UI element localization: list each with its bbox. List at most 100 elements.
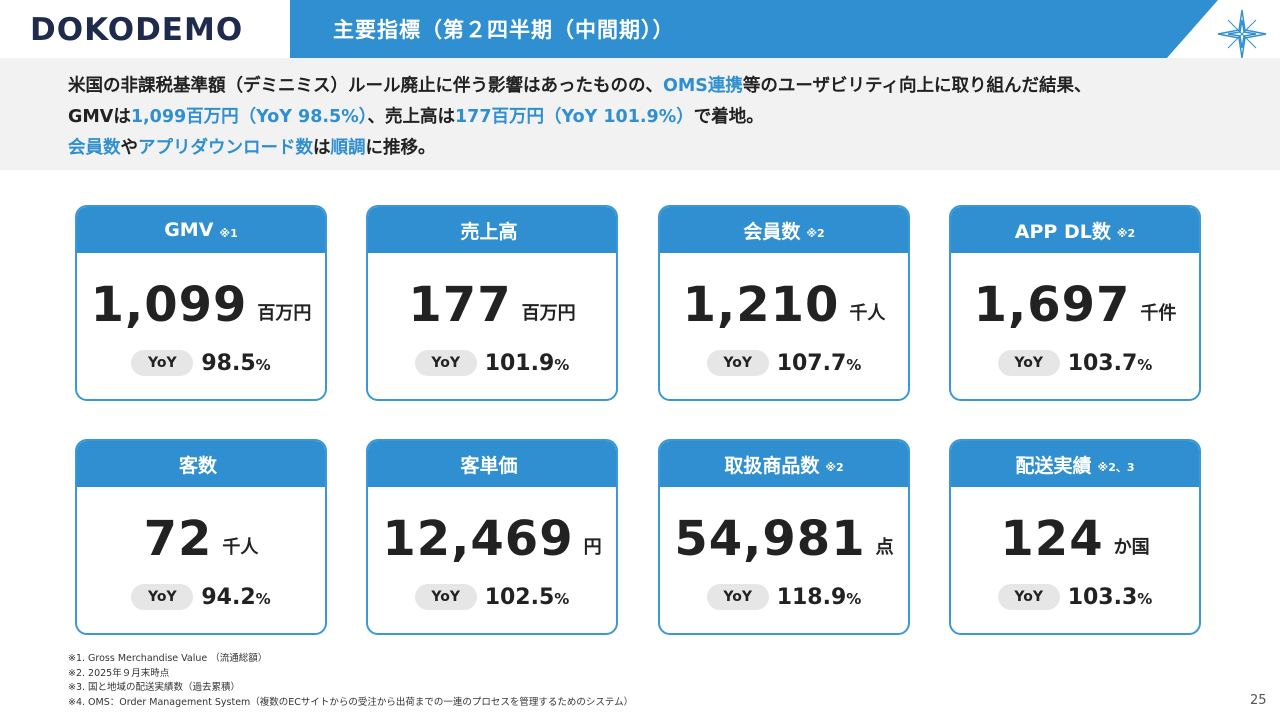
star-compass-icon — [1217, 9, 1267, 59]
kpi-note: ※1 — [219, 226, 238, 240]
company-logo: DOKODEMO — [30, 12, 244, 48]
kpi-yoy-row: YoY 101.9% — [368, 333, 616, 393]
kpi-value: 1,697 — [973, 277, 1131, 333]
kpi-value: 177 — [408, 277, 512, 333]
yoy-percent: % — [255, 355, 271, 374]
yoy-number: 94.2 — [201, 584, 256, 610]
summary-band — [0, 58, 1280, 170]
yoy-percent: % — [846, 355, 862, 374]
kpi-value-row: 1,210 千人 — [660, 253, 908, 333]
yoy-percent: % — [255, 589, 271, 608]
kpi-value-row: 54,981 点 — [660, 487, 908, 567]
yoy-percent: % — [554, 355, 570, 374]
kpi-title: 客数 — [178, 454, 217, 477]
kpi-yoy-row: YoY 118.9% — [660, 567, 908, 627]
summary-text: 米国の非課税基準額（デミニミス）ルール廃止に伴う影響はあったものの、OMS連携等… — [68, 71, 1092, 164]
kpi-unit: 千人 — [849, 303, 886, 324]
summary-text-segment: は — [313, 138, 331, 158]
kpi-unit: 百万円 — [257, 303, 312, 324]
yoy-value: 107.7% — [777, 351, 862, 376]
kpi-yoy-row: YoY 102.5% — [368, 567, 616, 627]
summary-highlight: 177百万円（YoY 101.9%） — [455, 107, 694, 127]
kpi-card-app-downloads: APP DL数 ※2 1,697 千件 YoY 103.7% — [949, 205, 1201, 401]
summary-highlight: 順調 — [330, 138, 366, 158]
kpi-unit: 千人 — [222, 537, 259, 558]
kpi-value-row: 124 か国 — [951, 487, 1199, 567]
kpi-card-header: 客単価 — [368, 441, 616, 487]
yoy-percent: % — [846, 589, 862, 608]
summary-text-segment: 等のユーザビリティ向上に取り組んだ結果、 — [742, 76, 1092, 96]
kpi-yoy-row: YoY 98.5% — [77, 333, 325, 393]
kpi-value: 1,099 — [90, 277, 248, 333]
summary-text-segment: に推移。 — [365, 138, 436, 158]
kpi-card-customers: 客数 72 千人 YoY 94.2% — [75, 439, 327, 635]
yoy-badge: YoY — [706, 350, 769, 376]
yoy-value: 102.5% — [485, 585, 570, 610]
yoy-value: 103.7% — [1068, 351, 1153, 376]
kpi-yoy-row: YoY 107.7% — [660, 333, 908, 393]
kpi-card-average-order: 客単価 12,469 円 YoY 102.5% — [366, 439, 618, 635]
kpi-title: 取扱商品数 — [724, 454, 820, 477]
yoy-value: 94.2% — [201, 585, 270, 610]
kpi-value: 12,469 — [382, 511, 574, 567]
summary-text-segment: GMVは — [68, 107, 131, 127]
kpi-title: 売上高 — [460, 220, 518, 243]
page-number: 25 — [1250, 693, 1267, 708]
kpi-value-row: 72 千人 — [77, 487, 325, 567]
kpi-note: ※2 — [825, 460, 844, 474]
summary-text-segment: 、売上高は — [367, 107, 456, 127]
summary-highlight: 1,099百万円（YoY 98.5%） — [130, 107, 368, 127]
kpi-title: 会員数 — [743, 220, 801, 243]
summary-text-segment: や — [120, 138, 139, 158]
yoy-badge: YoY — [414, 584, 477, 610]
kpi-note: ※2 — [806, 226, 825, 240]
page-title: 主要指標（第２四半期（中間期）） — [333, 18, 675, 42]
kpi-card-header: 配送実績 ※2、3 — [951, 441, 1199, 487]
kpi-value: 54,981 — [674, 511, 866, 567]
yoy-number: 107.7 — [776, 350, 847, 376]
kpi-value-row: 12,469 円 — [368, 487, 616, 567]
kpi-unit: 百万円 — [521, 303, 576, 324]
yoy-number: 103.3 — [1067, 584, 1138, 610]
kpi-yoy-row: YoY 103.3% — [951, 567, 1199, 627]
kpi-card-header: GMV ※1 — [77, 207, 325, 253]
yoy-value: 101.9% — [485, 351, 570, 376]
kpi-card-delivery: 配送実績 ※2、3 124 か国 YoY 103.3% — [949, 439, 1201, 635]
yoy-number: 103.7 — [1067, 350, 1138, 376]
kpi-card-header: APP DL数 ※2 — [951, 207, 1199, 253]
footnote: ※2. 2025年９月末時点 — [68, 667, 170, 679]
yoy-number: 98.5 — [201, 350, 256, 376]
yoy-number: 102.5 — [484, 584, 555, 610]
kpi-value-row: 177 百万円 — [368, 253, 616, 333]
yoy-badge: YoY — [414, 350, 477, 376]
kpi-title: GMV — [164, 219, 214, 241]
kpi-unit: 円 — [583, 537, 602, 558]
summary-text-segment: で着地。 — [693, 107, 764, 127]
kpi-unit: 千件 — [1140, 303, 1177, 324]
yoy-value: 98.5% — [201, 351, 270, 376]
footnote: ※3. 国と地域の配送実績数（過去累積） — [68, 682, 241, 693]
kpi-unit: 点 — [875, 537, 894, 558]
summary-line-1: 米国の非課税基準額（デミニミス）ルール廃止に伴う影響はあったものの、OMS連携等… — [68, 71, 1092, 102]
yoy-badge: YoY — [131, 350, 194, 376]
kpi-card-revenue: 売上高 177 百万円 YoY 101.9% — [366, 205, 618, 401]
summary-highlight: アプリダウンロード数 — [138, 138, 313, 158]
kpi-card-header: 取扱商品数 ※2 — [660, 441, 908, 487]
kpi-note: ※2 — [1116, 226, 1136, 240]
yoy-badge: YoY — [131, 584, 194, 610]
kpi-value-row: 1,099 百万円 — [77, 253, 325, 333]
kpi-title: 配送実績 — [1015, 454, 1092, 477]
kpi-card-products: 取扱商品数 ※2 54,981 点 YoY 118.9% — [658, 439, 910, 635]
yoy-percent: % — [1137, 355, 1153, 374]
kpi-value-row: 1,697 千件 — [951, 253, 1199, 333]
yoy-number: 101.9 — [484, 350, 555, 376]
kpi-note: ※2、3 — [1097, 461, 1135, 474]
kpi-title: 客単価 — [460, 454, 518, 477]
kpi-yoy-row: YoY 103.7% — [951, 333, 1199, 393]
kpi-card-gmv: GMV ※1 1,099 百万円 YoY 98.5% — [75, 205, 327, 401]
summary-text-segment: 米国の非課税基準額（デミニミス）ルール廃止に伴う影響はあったものの、 — [68, 76, 663, 96]
summary-highlight: OMS連携 — [663, 76, 743, 96]
yoy-percent: % — [1137, 589, 1153, 608]
kpi-value: 124 — [1000, 511, 1104, 567]
footnote: ※1. Gross Merchandise Value （流通総額） — [68, 653, 268, 664]
